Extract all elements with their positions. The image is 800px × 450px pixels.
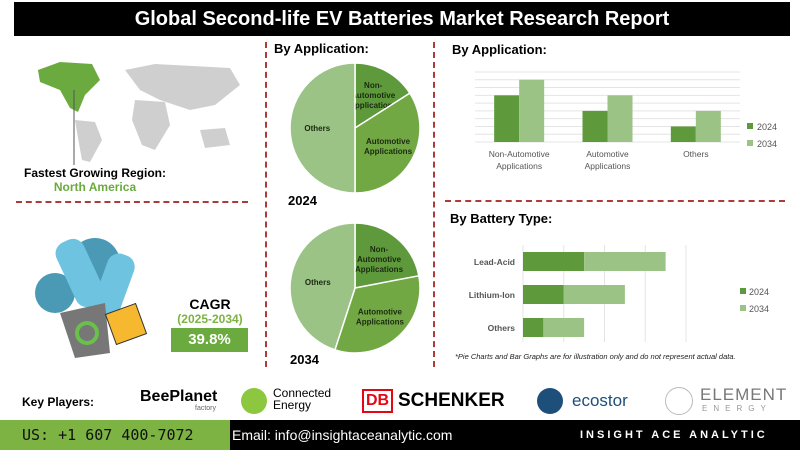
category-label: Lead-Acid [474,257,515,267]
bar-2024 [670,126,696,142]
pie-slice [354,222,420,289]
pie-label: Applications [356,317,405,326]
bar-title-battery: By Battery Type: [450,211,553,226]
bar-2034 [543,318,585,337]
category-label: Others [683,149,709,159]
cagr-label: CAGR [189,296,231,312]
divider [433,42,435,367]
divider [16,201,248,203]
legend-label: 2024 [749,287,769,297]
bar-2024 [494,95,520,142]
db-logo: DB [362,389,394,413]
beeplanet-logo-sub: factory [195,405,217,412]
category-label: Non-Automotive [489,149,550,159]
category-label: Lithium-Ion [469,290,515,300]
bar-2034 [584,252,666,271]
pie-caption-2024: 2024 [288,193,317,208]
pie-caption-2034: 2034 [290,352,319,367]
north-america-region [38,62,100,112]
pie-label: Automotive [351,91,396,100]
battery-recycle-illustration [35,238,148,358]
legend-swatch [747,123,753,129]
pie-label: Non- [370,245,389,254]
cagr-period: (2025-2034) [177,312,243,326]
bar-2034 [607,95,633,142]
bar-2024 [523,285,564,304]
bar-2024 [582,110,608,142]
legend-label: 2034 [749,304,769,314]
element-logo: ELEMENT [700,385,788,404]
pie-label: Automotive [357,255,402,264]
pie-label: Non- [364,81,383,90]
region-label: Fastest Growing Region: [23,166,166,180]
pie-label: Applications [349,101,398,110]
category-label: Applications [585,161,631,171]
category-label: Automotive [586,149,629,159]
email-address: Email: info@insightaceanalytic.com [232,427,453,443]
bar-chart-application: Non-Automotive Applications Automotive Appl… [475,71,777,171]
divider [265,42,267,367]
report-title: Global Second-life EV Batteries Market R… [14,2,790,36]
phone-number: US: +1 607 400-7072 [0,420,230,450]
key-players-label: Key Players: [22,395,95,409]
pie-slice [333,274,421,354]
logo-text: Energy [273,398,312,412]
bar-2024 [523,252,585,271]
divider [445,200,785,202]
pie-label: Others [305,278,331,287]
brand-name: INSIGHT ACE ANALYTIC [580,429,768,441]
bar-chart-battery-type: Lead-Acid Lithium-Ion Others 2024 2034 [469,245,769,342]
legend-swatch [740,288,746,294]
pie-slice [289,62,356,194]
pie-label: Automotive [366,137,411,146]
pie-slice [354,62,411,130]
legend-swatch [740,305,746,311]
legend-swatch [747,140,753,146]
legend-label: 2024 [757,122,777,132]
logo-text: Connected [273,386,332,400]
cagr-value: 39.8% [171,328,248,352]
pie-label: Others [304,124,330,133]
category-label: Applications [496,161,542,171]
element-energy-icon [665,387,693,415]
disclaimer-note: *Pie Charts and Bar Graphs are for illus… [455,352,736,361]
bar-2034 [563,285,625,304]
pie-label: Automotive [358,307,403,316]
bar-2034 [695,110,721,142]
category-label: Others [488,323,516,333]
beeplanet-logo: BeePlanet [140,388,218,405]
bar-title-application: By Application: [452,42,547,57]
pie-label: Applications [355,265,404,274]
ecostor-logo: ecostor [572,391,628,410]
bar-2034 [519,79,545,142]
world-map [38,62,240,165]
element-logo-sub: ENERGY [702,404,772,413]
pie-chart-2024: Non-AutomotiveApplicationsAutomotiveAppl… [289,62,421,194]
pie-slice [354,92,421,194]
pie-title: By Application: [274,41,369,56]
ecostor-icon [537,388,563,414]
region-value: North America [53,180,137,194]
connected-energy-logo: Connected Energy [273,387,331,411]
legend-label: 2034 [757,139,777,149]
schenker-logo: SCHENKER [398,390,505,411]
pie-slice [289,222,356,351]
pie-chart-2034: Non-AutomotiveApplicationsAutomotiveAppl… [289,222,421,354]
pie-label: Applications [364,147,413,156]
bar-2024 [523,318,544,337]
connected-energy-icon [241,388,267,414]
